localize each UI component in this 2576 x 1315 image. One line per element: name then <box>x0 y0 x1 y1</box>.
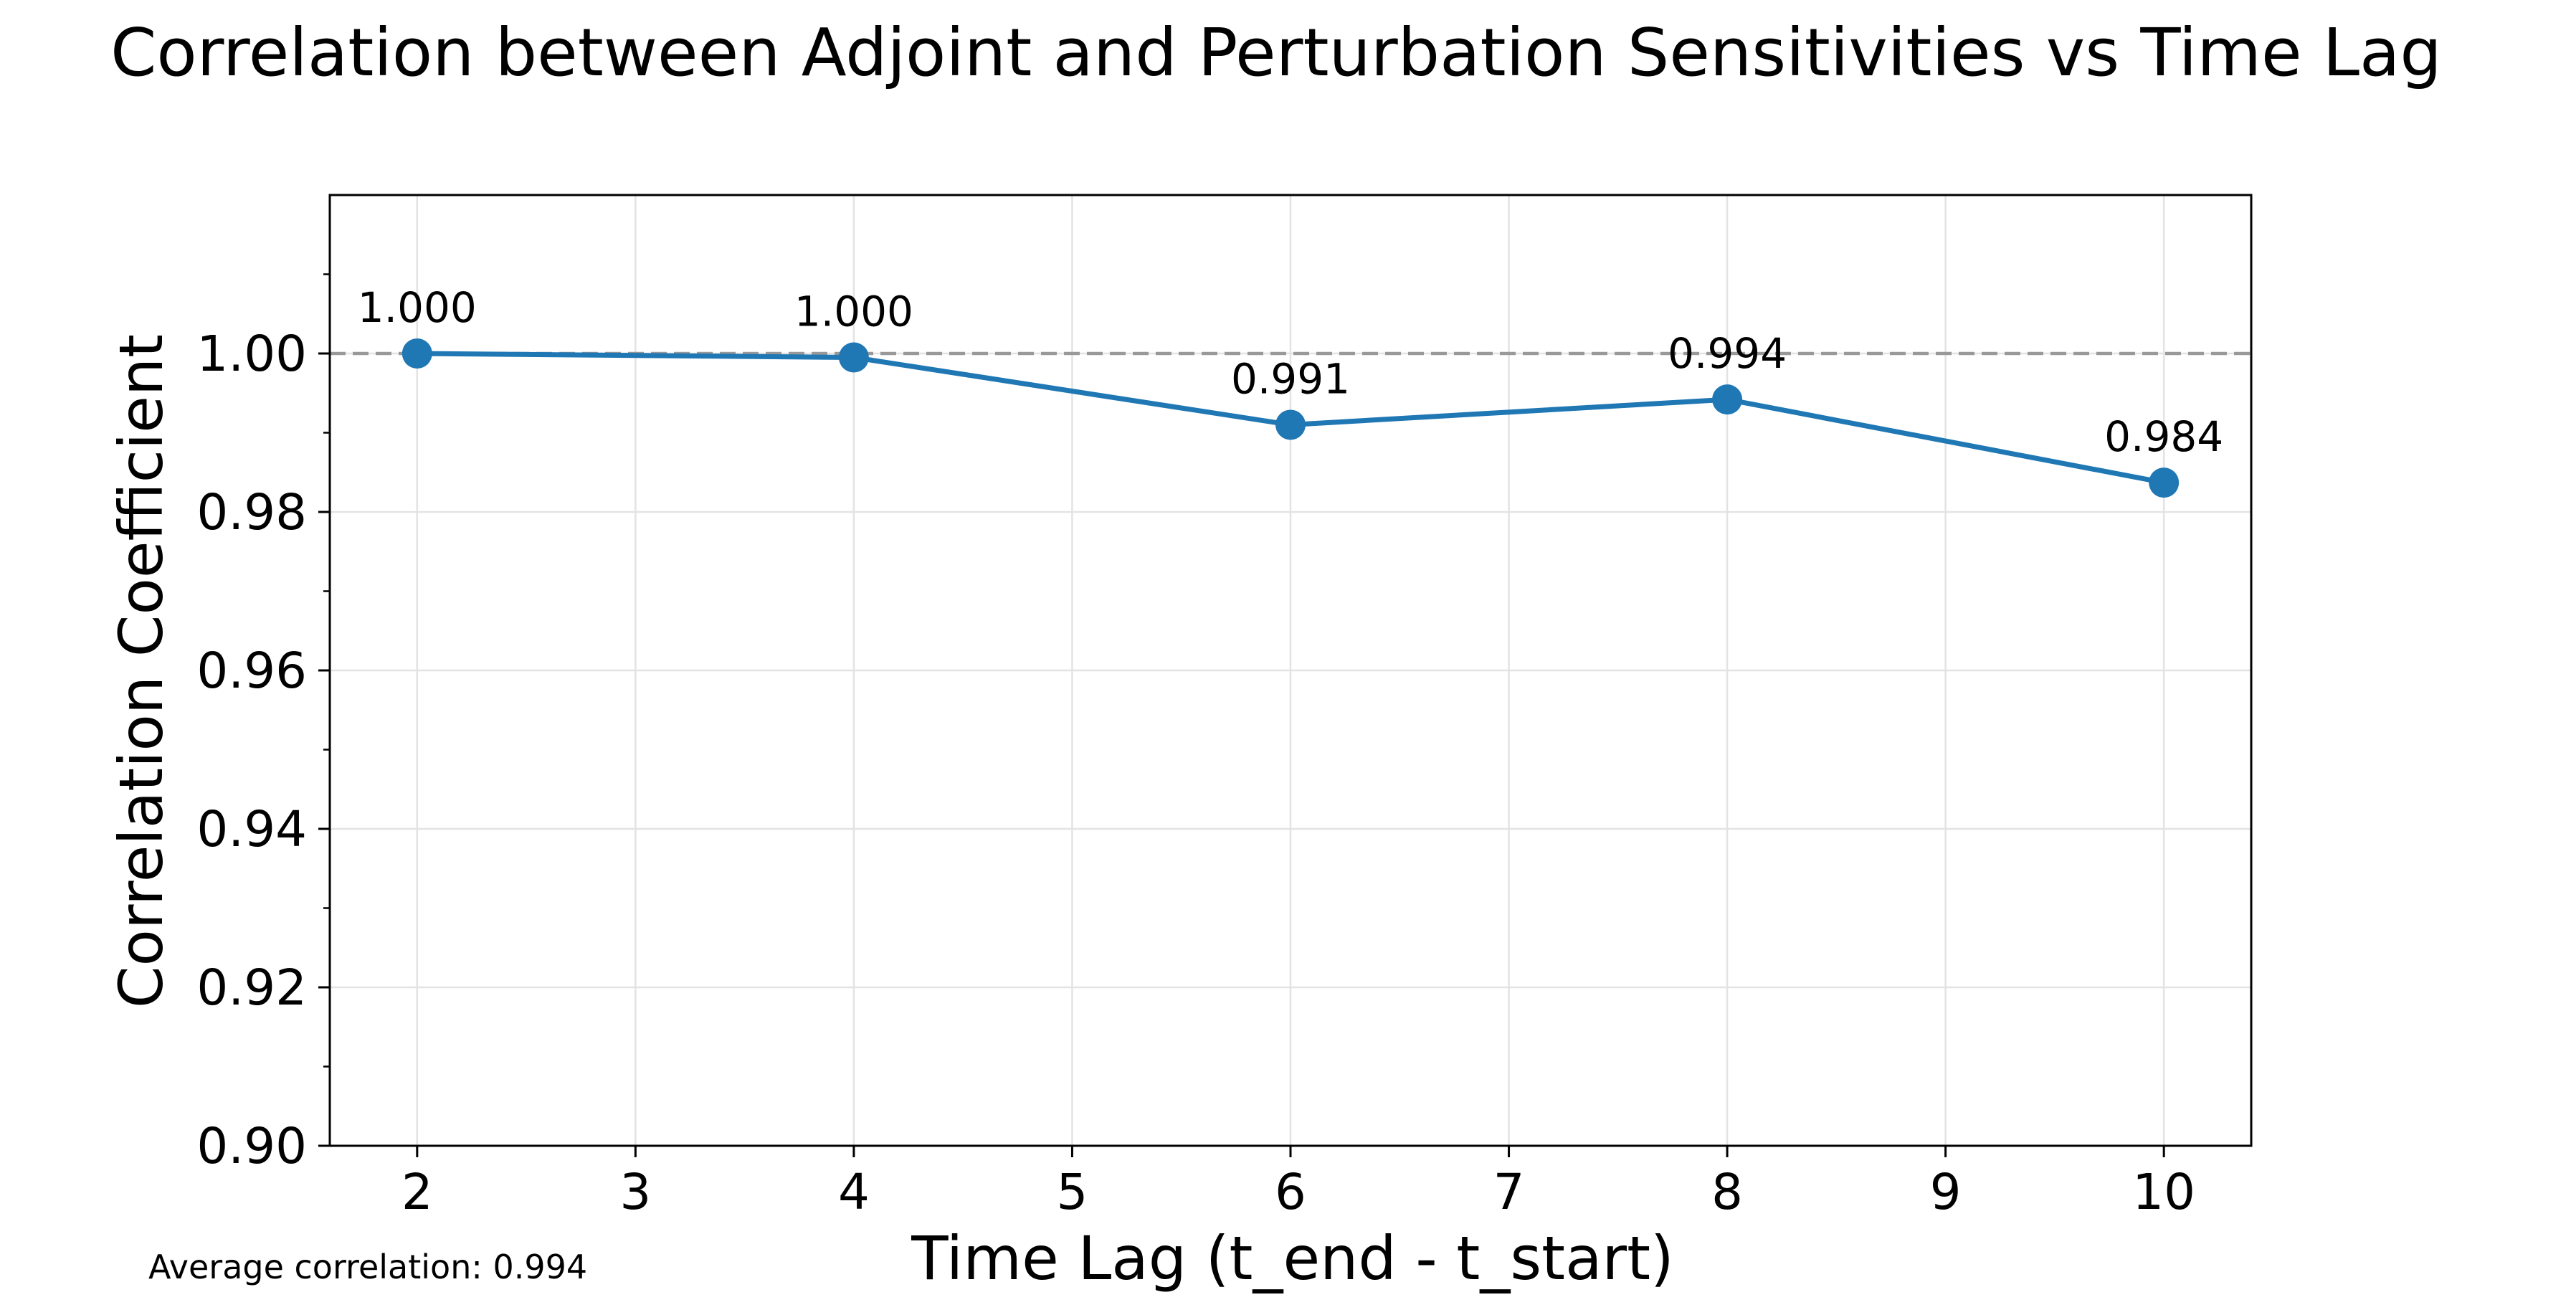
x-tick-label: 3 <box>619 1164 651 1221</box>
x-tick-label: 8 <box>1711 1164 1743 1221</box>
data-point <box>1275 409 1306 440</box>
x-tick-label: 4 <box>838 1164 870 1221</box>
x-tick-label: 5 <box>1057 1164 1088 1221</box>
x-axis: 2 3 4 5 6 7 8 9 10 <box>401 1146 2195 1221</box>
grid <box>330 195 2251 1147</box>
x-tick-label: 2 <box>401 1164 433 1221</box>
x-tick-label: 6 <box>1275 1164 1306 1221</box>
data-label: 0.991 <box>1231 354 1350 403</box>
y-tick-label: 0.90 <box>196 1118 307 1175</box>
y-axis-label: Correlation Coefficient <box>106 334 176 1008</box>
data-label: 0.984 <box>2104 412 2223 461</box>
x-tick-label: 10 <box>2132 1164 2195 1221</box>
data-label: 1.000 <box>794 288 913 336</box>
x-tick-label: 7 <box>1493 1164 1525 1221</box>
data-point <box>2149 467 2180 498</box>
y-tick-label: 0.98 <box>196 484 307 541</box>
y-tick-label: 1.00 <box>196 326 307 383</box>
data-label: 0.994 <box>1668 329 1787 378</box>
y-tick-label: 0.96 <box>196 642 307 700</box>
data-label: 1.000 <box>358 283 477 332</box>
y-tick-label: 0.92 <box>196 959 307 1017</box>
data-point <box>401 338 432 369</box>
x-tick-label: 9 <box>1930 1164 1962 1221</box>
average-correlation-note: Average correlation: 0.994 <box>148 1248 587 1286</box>
data-point <box>1712 384 1743 415</box>
data-labels: 1.000 1.000 0.991 0.994 0.984 <box>358 283 2223 461</box>
chart-title: Correlation between Adjoint and Perturba… <box>110 14 2442 91</box>
data-point <box>838 342 869 373</box>
x-axis-label: Time Lag (t_end - t_start) <box>911 1223 1674 1293</box>
y-tick-label: 0.94 <box>196 801 307 858</box>
series-group <box>401 338 2180 498</box>
y-axis: 0.90 0.92 0.94 0.96 0.98 1.00 <box>196 273 330 1175</box>
